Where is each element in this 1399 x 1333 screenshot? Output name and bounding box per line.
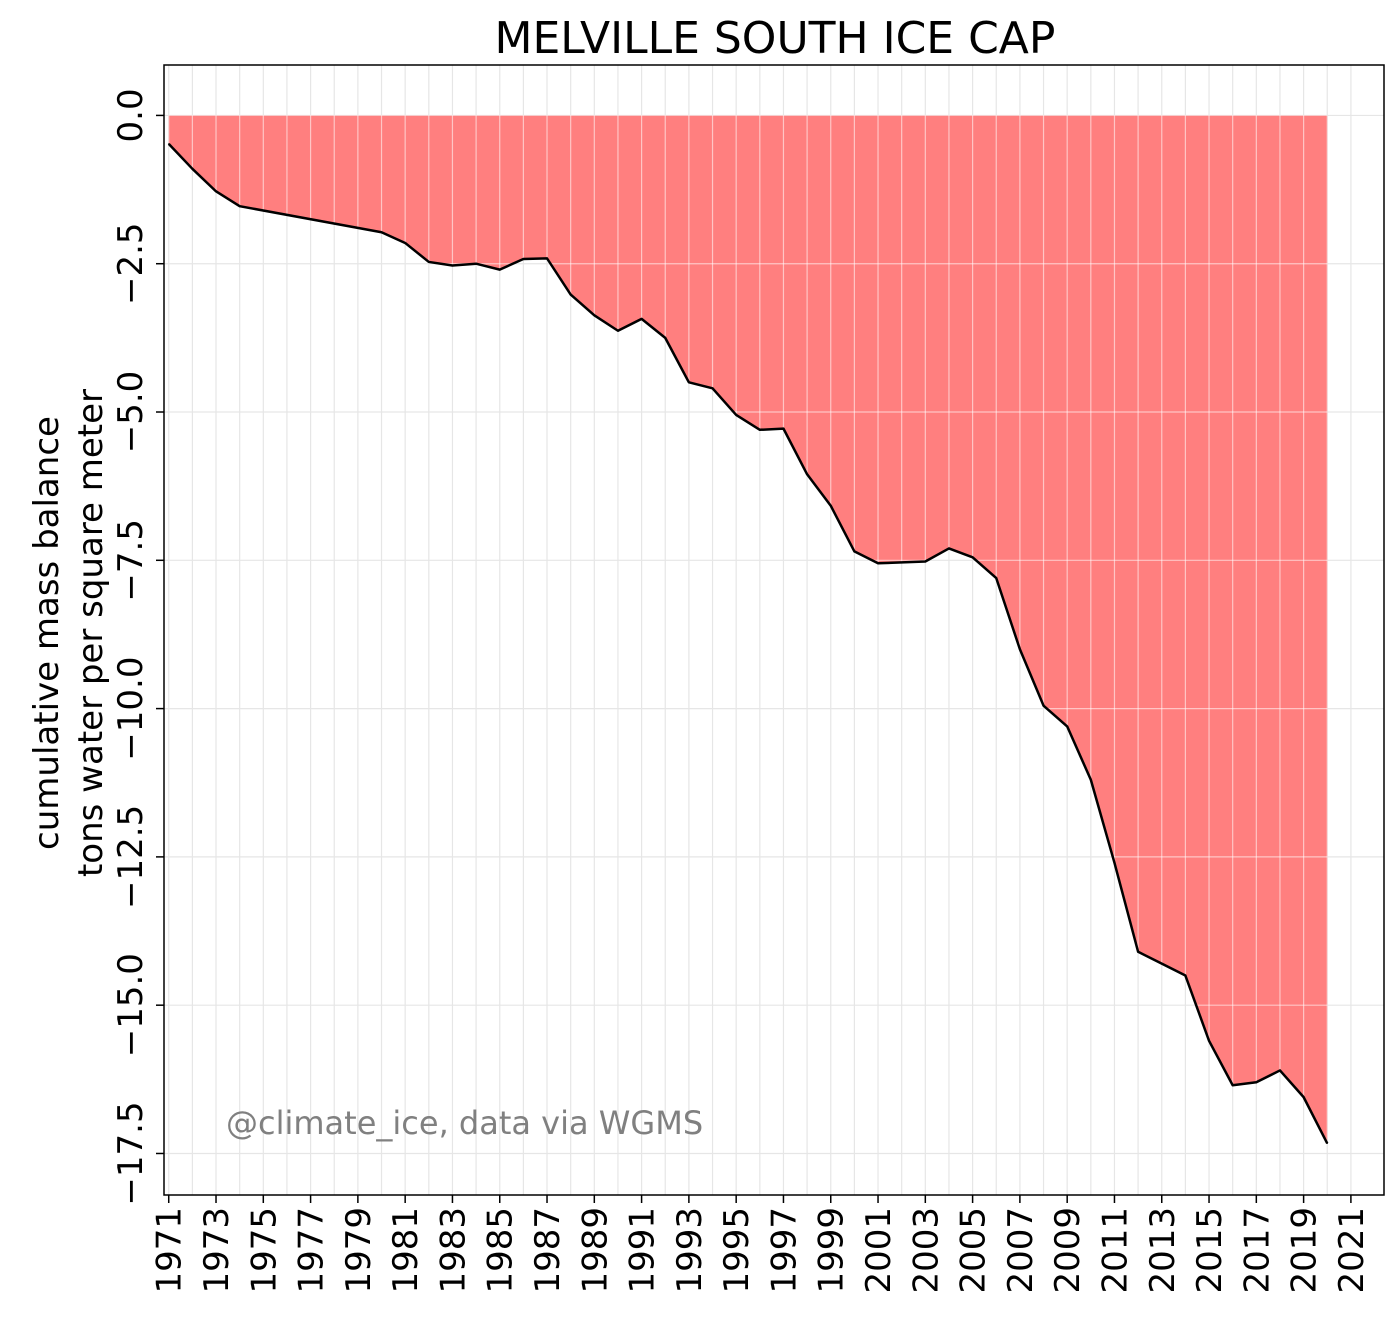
x-tick-label: 2005 [954, 1207, 994, 1294]
y-axis-label-line-1: cumulative mass balance [27, 416, 67, 850]
data-point [830, 505, 832, 507]
data-point [948, 547, 950, 550]
y-tick-label: −17.5 [111, 1101, 151, 1205]
data-point [522, 258, 524, 260]
data-point [1279, 1069, 1281, 1072]
data-point [806, 473, 808, 475]
x-tick-label: 2001 [859, 1207, 899, 1294]
y-tick-label: −5.0 [111, 371, 151, 454]
y-tick-label: −15.0 [111, 953, 151, 1057]
data-point [593, 314, 595, 316]
data-point [711, 387, 714, 389]
data-point [1066, 725, 1068, 727]
x-tick-label: 2003 [906, 1207, 946, 1294]
chart-title: MELVILLE SOUTH ICE CAP [495, 13, 1056, 64]
data-point [1090, 779, 1092, 781]
y-tick-label: −2.5 [111, 222, 151, 305]
x-tick-label: 2015 [1190, 1207, 1230, 1294]
y-tick-label: −12.5 [111, 805, 151, 909]
x-tick-label: 2011 [1095, 1207, 1135, 1294]
x-tick-label: 1993 [670, 1207, 710, 1294]
y-tick-label: −7.5 [111, 519, 151, 602]
series-line-layer [167, 143, 1329, 1144]
y-axis: 0.0 −2.5 −5.0 −7.5 −10.0 −12.5 −15.0 −17.5 [111, 88, 164, 1206]
data-point [191, 168, 193, 170]
data-point [640, 318, 643, 320]
x-tick-label: 2007 [1001, 1207, 1041, 1294]
data-point [877, 562, 879, 564]
x-tick-label: 2009 [1048, 1207, 1088, 1294]
series-line [167, 143, 1329, 1144]
data-point [735, 414, 737, 416]
data-point [1326, 1142, 1328, 1144]
data-point [1042, 705, 1045, 707]
x-tick-label: 1971 [150, 1207, 190, 1294]
data-point [499, 269, 501, 271]
x-tick-label: 1995 [717, 1207, 757, 1294]
data-point [1019, 648, 1021, 650]
x-tick-label: 1985 [481, 1207, 521, 1294]
data-point [759, 429, 761, 431]
data-point [546, 257, 548, 259]
data-point [451, 264, 454, 267]
x-tick-label: 1987 [528, 1207, 568, 1294]
data-point [1303, 1096, 1305, 1098]
data-point [215, 190, 217, 192]
data-point [1137, 951, 1139, 953]
x-tick-label: 1977 [292, 1207, 332, 1294]
x-tick-label: 1979 [339, 1207, 379, 1294]
data-point [924, 560, 926, 563]
x-tick-label: 1981 [386, 1207, 426, 1294]
data-point [995, 577, 997, 579]
data-point [404, 242, 406, 244]
data-point [168, 143, 170, 145]
y-tick-label: −10.0 [111, 656, 151, 760]
x-tick-label: 1997 [764, 1207, 804, 1294]
data-point [1232, 1084, 1234, 1086]
y-tick-label: 0.0 [111, 88, 151, 142]
data-point [1255, 1081, 1257, 1083]
x-axis: 1971 1973 1975 1977 1979 1981 1983 1985 1987 1989… [150, 1195, 1372, 1294]
x-tick-label: 2019 [1285, 1207, 1325, 1294]
x-tick-label: 1983 [433, 1207, 473, 1294]
x-tick-label: 2017 [1237, 1207, 1277, 1294]
data-point [1208, 1040, 1210, 1042]
data-point [782, 428, 785, 430]
data-point [1113, 862, 1116, 864]
data-point [380, 231, 383, 233]
x-tick-label: 2021 [1332, 1207, 1372, 1294]
x-tick-label: 1989 [575, 1207, 615, 1294]
data-point [428, 261, 430, 263]
data-point [239, 205, 241, 207]
x-tick-label: 2013 [1143, 1207, 1183, 1294]
y-axis-label-line-2: tons water per square meter [71, 389, 111, 877]
data-point [1184, 974, 1186, 977]
data-point [1161, 963, 1163, 965]
x-tick-label: 1991 [623, 1207, 663, 1294]
data-point [853, 550, 855, 553]
data-point [570, 293, 572, 296]
data-point [664, 337, 666, 339]
data-point [972, 556, 974, 558]
area-fill-layer [168, 115, 1328, 1144]
plot-frame [163, 64, 1385, 1196]
x-tick-label: 1999 [812, 1207, 852, 1294]
data-point [688, 381, 690, 383]
credit-annotation: @climate_ice, data via WGMS [226, 1104, 703, 1142]
area-fill [168, 115, 1328, 1144]
data-point [475, 263, 477, 265]
x-tick-label: 1973 [197, 1207, 237, 1294]
x-tick-label: 1975 [244, 1207, 284, 1294]
data-point [617, 330, 619, 332]
